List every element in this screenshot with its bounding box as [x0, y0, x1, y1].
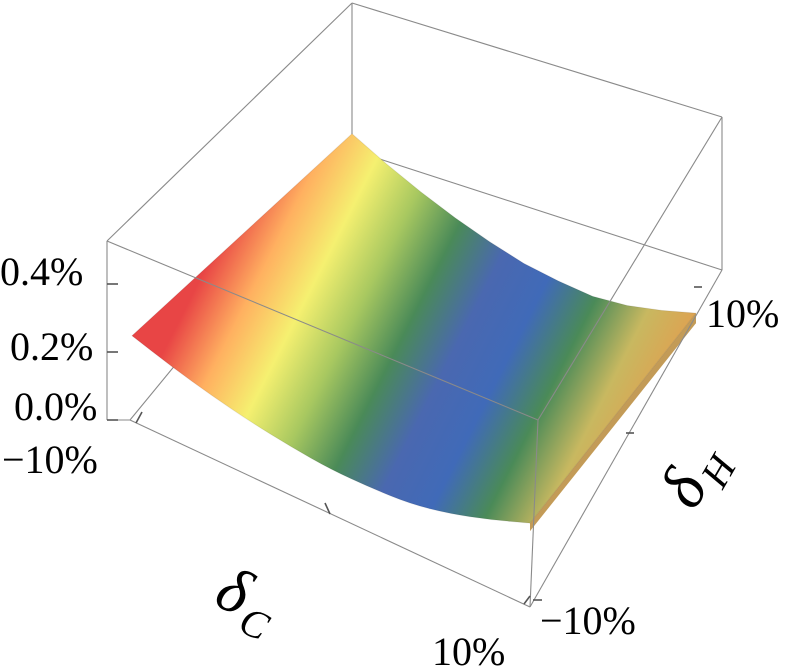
x-axis-label: δ C	[206, 552, 276, 650]
x-tick-label-min: −10%	[2, 437, 98, 482]
z-tick-label-0.0: 0.0%	[14, 384, 97, 429]
x-tick-label-max: 10%	[432, 629, 505, 672]
tick-marks	[107, 283, 702, 605]
surface-outline	[131, 133, 697, 524]
x-tick-mid	[324, 502, 331, 515]
x-tick-1	[523, 595, 531, 605]
y-tick-label-min: −10%	[540, 598, 636, 643]
y-tick-label-max: 10%	[706, 291, 779, 336]
z-tick-label-0.4: 0.4%	[0, 249, 83, 294]
surface	[131, 133, 697, 532]
z-tick-label-0.2: 0.2%	[10, 324, 93, 369]
x-tick-0	[135, 411, 143, 424]
surface-edge-right	[530, 313, 696, 532]
surface-sheet	[132, 133, 696, 524]
y-axis-label: δ H	[645, 446, 746, 519]
